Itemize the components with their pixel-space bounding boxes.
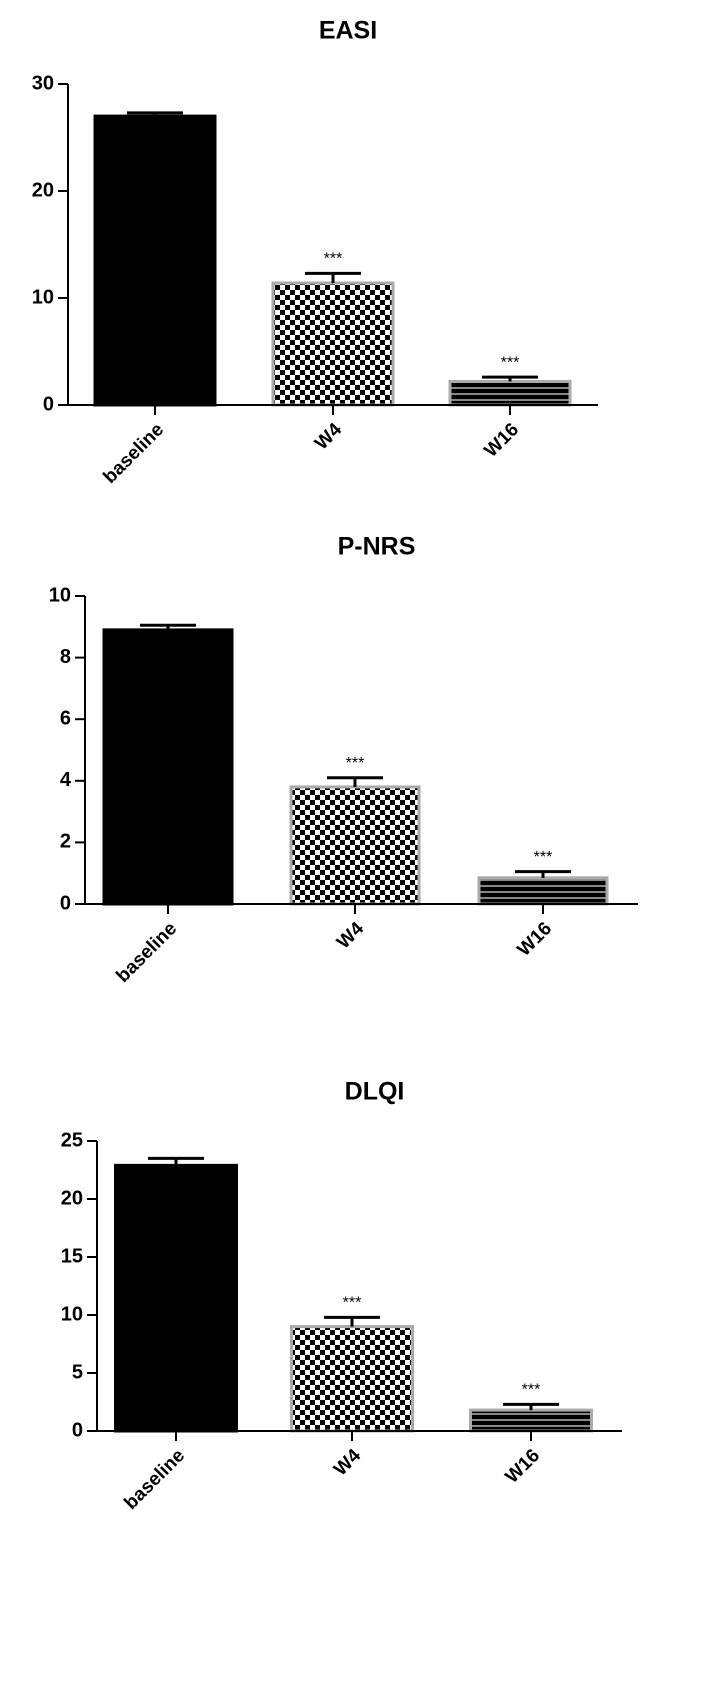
chart-title: DLQI xyxy=(345,1078,405,1106)
y-tick-label: 0 xyxy=(60,892,71,914)
significance-label: *** xyxy=(522,1382,541,1399)
y-tick-label: 10 xyxy=(49,584,71,606)
y-tick-label: 8 xyxy=(60,646,71,668)
x-tick-label: W16 xyxy=(481,419,523,461)
bar xyxy=(102,628,234,906)
y-tick-label: 25 xyxy=(61,1129,83,1151)
significance-label: *** xyxy=(346,755,365,772)
significance-label: *** xyxy=(534,849,553,866)
error-bar xyxy=(305,271,361,284)
bar xyxy=(93,114,217,407)
bar xyxy=(469,1408,593,1433)
y-tick-label: 20 xyxy=(61,1187,83,1209)
y-tick-label: 6 xyxy=(60,707,71,729)
error-bar xyxy=(482,375,538,382)
x-tick-label: W4 xyxy=(333,918,368,953)
error-bar xyxy=(324,1315,380,1327)
bar xyxy=(477,876,609,906)
x-tick-label: baseline xyxy=(112,918,181,987)
error-bar xyxy=(148,1156,204,1166)
bar xyxy=(271,281,395,407)
x-tick-label: W16 xyxy=(514,918,556,960)
error-bar xyxy=(327,776,383,787)
x-tick-label: baseline xyxy=(120,1445,189,1514)
y-tick-label: 10 xyxy=(32,286,54,308)
error-bar xyxy=(127,111,183,117)
y-tick-label: 2 xyxy=(60,831,71,853)
y-tick-label: 10 xyxy=(61,1303,83,1325)
x-tick-label: W4 xyxy=(330,1445,365,1480)
y-tick-label: 0 xyxy=(72,1419,83,1441)
error-bar xyxy=(503,1402,559,1411)
significance-label: *** xyxy=(324,251,343,268)
significance-label: *** xyxy=(501,354,520,371)
bar xyxy=(290,1325,414,1433)
error-bar xyxy=(515,870,571,878)
y-tick-label: 5 xyxy=(72,1361,83,1383)
error-bar xyxy=(140,623,196,630)
chart-title: EASI xyxy=(319,17,377,45)
y-tick-label: 30 xyxy=(32,72,54,94)
bar xyxy=(289,785,421,906)
y-tick-label: 15 xyxy=(61,1245,83,1267)
x-tick-label: baseline xyxy=(99,419,168,488)
x-tick-label: W16 xyxy=(502,1445,544,1487)
bar xyxy=(114,1163,238,1433)
y-tick-label: 20 xyxy=(32,179,54,201)
y-tick-label: 4 xyxy=(60,769,72,791)
bar xyxy=(448,379,572,407)
significance-label: *** xyxy=(343,1295,362,1312)
chart-title: P-NRS xyxy=(338,533,416,561)
y-tick-label: 0 xyxy=(43,393,54,415)
x-tick-label: W4 xyxy=(311,419,346,454)
